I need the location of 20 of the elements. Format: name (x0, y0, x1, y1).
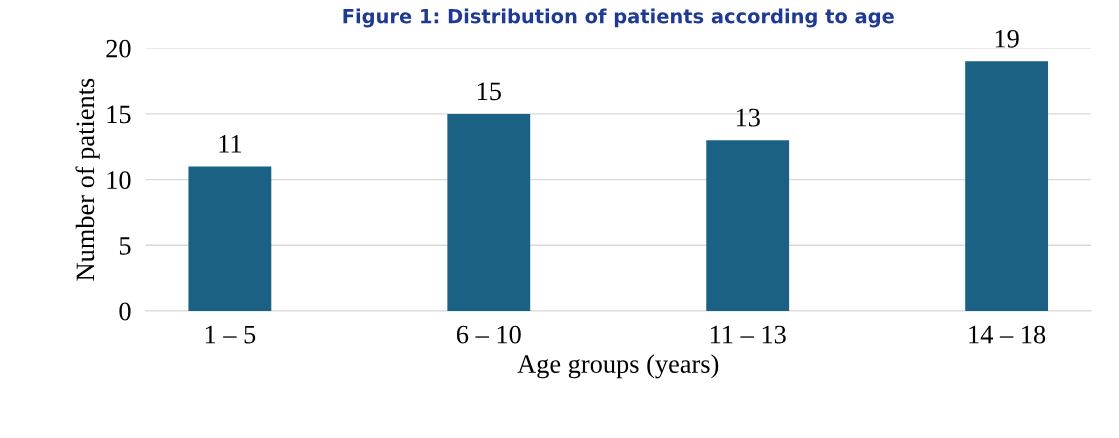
data-label: 19 (995, 29, 1019, 48)
y-tick-label: 5 (119, 237, 131, 255)
y-tick-label: 20 (106, 39, 131, 58)
bar (965, 61, 1049, 311)
x-tick-label: 14 – 18 (969, 325, 1046, 344)
data-label: 15 (477, 82, 501, 101)
chart-title: Figure 1: Distribution of patients according to age (343, 8, 894, 28)
x-tick-label: 11 – 13 (710, 325, 786, 344)
y-tick-label: 10 (107, 171, 131, 189)
y-tick-label: 0 (119, 302, 131, 321)
data-label: 11 (219, 135, 241, 153)
y-axis-title: Number of patients (75, 78, 100, 281)
x-tick-label: 6 – 10 (456, 325, 521, 344)
data-label: 13 (736, 108, 760, 127)
y-tick-label: 15 (107, 105, 131, 124)
x-axis-title: Age groups (years) (517, 354, 719, 379)
bar (188, 166, 272, 311)
x-tick-label: 1 – 5 (205, 325, 256, 344)
bar (706, 140, 790, 311)
bar (447, 113, 531, 311)
